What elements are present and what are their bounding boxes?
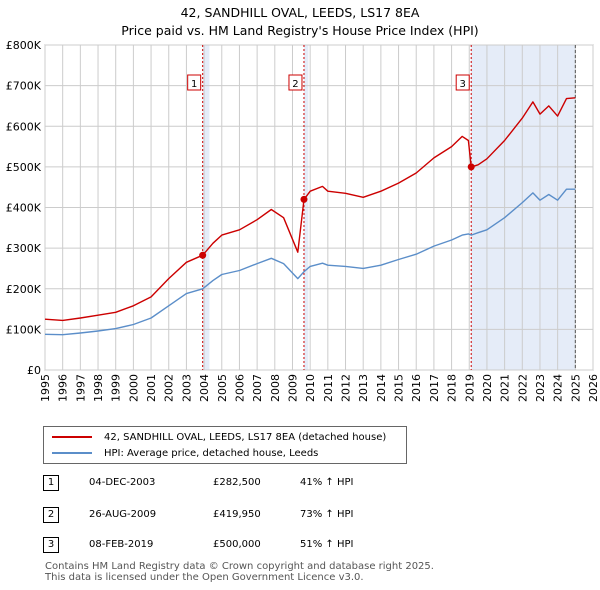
x-tick-label: 2017 xyxy=(428,374,441,402)
legend-item-property: 42, SANDHILL OVAL, LEEDS, LS17 8EA (deta… xyxy=(52,430,386,444)
transaction-date: 08-FEB-2019 xyxy=(89,539,154,550)
x-tick-label: 2004 xyxy=(198,374,211,402)
hpi-line xyxy=(44,188,576,336)
marker-label: 3 xyxy=(455,74,470,91)
legend-label-property: 42, SANDHILL OVAL, LEEDS, LS17 8EA (deta… xyxy=(104,431,387,443)
x-tick-label: 2011 xyxy=(322,374,335,402)
legend-label-hpi: HPI: Average price, detached house, Leed… xyxy=(104,447,319,459)
x-tick-label: 2008 xyxy=(269,374,282,402)
marker-number: 1 xyxy=(191,79,197,90)
y-tick-label: £100K xyxy=(6,323,42,336)
chart-title: 42, SANDHILL OVAL, LEEDS, LS17 8EA xyxy=(180,5,420,20)
x-tick-label: 2010 xyxy=(304,374,317,402)
transaction-number: 3 xyxy=(43,537,59,553)
sale-point xyxy=(467,163,475,171)
transaction-date: 04-DEC-2003 xyxy=(89,477,156,488)
transaction-price: £282,500 xyxy=(213,477,261,488)
footer-license: This data is licensed under the Open Gov… xyxy=(45,572,364,583)
x-tick-label: 2022 xyxy=(516,374,529,402)
y-tick-label: £0 xyxy=(27,364,41,377)
x-tick-label: 2023 xyxy=(534,374,547,402)
x-tick-label: 1995 xyxy=(39,374,52,402)
x-tick-label: 2013 xyxy=(357,374,370,402)
legend-swatch-hpi xyxy=(52,452,92,454)
x-tick-label: 1998 xyxy=(92,374,105,402)
y-tick-label: £700K xyxy=(6,80,42,93)
x-tick-label: 2015 xyxy=(393,374,406,402)
sale-point xyxy=(300,195,308,203)
x-tick-label: 1997 xyxy=(74,374,87,402)
x-tick-label: 2020 xyxy=(481,374,494,402)
x-tick-label: 2000 xyxy=(127,374,140,402)
y-tick-label: £300K xyxy=(6,242,42,255)
x-tick-label: 2012 xyxy=(340,374,353,402)
chart-subtitle: Price paid vs. HM Land Registry's House … xyxy=(121,23,479,38)
marker-label: 1 xyxy=(187,74,202,91)
sale-point xyxy=(199,251,207,259)
x-tick-label: 2002 xyxy=(163,374,176,402)
transaction-hpi: 51% ↑ HPI xyxy=(300,539,354,550)
x-tick-label: 2021 xyxy=(499,374,512,402)
x-tick-label: 1996 xyxy=(57,374,70,402)
x-tick-label: 2026 xyxy=(587,374,600,402)
marker-number: 3 xyxy=(460,79,466,90)
x-tick-label: 2019 xyxy=(463,374,476,402)
transaction-price: £500,000 xyxy=(213,539,261,550)
transaction-hpi: 73% ↑ HPI xyxy=(300,509,354,520)
y-tick-label: £200K xyxy=(6,283,42,296)
price-paid-line xyxy=(44,97,576,322)
transaction-date: 26-AUG-2009 xyxy=(89,509,157,520)
y-tick-label: £600K xyxy=(6,120,42,133)
y-tick-label: £800K xyxy=(6,39,42,52)
legend-item-hpi: HPI: Average price, detached house, Leed… xyxy=(52,446,318,460)
x-tick-label: 2007 xyxy=(251,374,264,402)
x-tick-label: 2006 xyxy=(233,374,246,402)
transaction-number: 1 xyxy=(43,475,59,491)
marker-box xyxy=(455,74,470,91)
marker-box xyxy=(288,74,303,91)
legend-swatch-property xyxy=(52,436,92,438)
x-tick-label: 2016 xyxy=(410,374,423,402)
marker-label: 2 xyxy=(288,74,303,91)
transaction-hpi: 41% ↑ HPI xyxy=(300,477,354,488)
x-tick-label: 2024 xyxy=(552,374,565,402)
x-tick-label: 1999 xyxy=(110,374,123,402)
y-tick-label: £500K xyxy=(6,161,42,174)
x-tick-label: 2009 xyxy=(286,374,299,402)
marker-box xyxy=(187,74,202,91)
x-tick-label: 2018 xyxy=(446,374,459,402)
footer: Contains HM Land Registry data © Crown c… xyxy=(45,561,434,583)
transaction-price: £419,950 xyxy=(213,509,261,520)
price-chart: 1 2 3 £0 £100K £200K £300K £400K £500K £600K £700K… xyxy=(6,39,600,402)
legend: 42, SANDHILL OVAL, LEEDS, LS17 8EA (deta… xyxy=(43,426,407,464)
y-tick-label: £400K xyxy=(6,202,42,215)
transaction-number: 2 xyxy=(43,507,59,523)
x-tick-label: 2003 xyxy=(180,374,193,402)
x-tick-label: 2005 xyxy=(216,374,229,402)
x-tick-label: 2014 xyxy=(375,374,388,402)
x-tick-label: 2001 xyxy=(145,374,158,402)
marker-number: 2 xyxy=(292,79,298,90)
footer-copyright: Contains HM Land Registry data © Crown c… xyxy=(45,561,434,572)
x-tick-label: 2025 xyxy=(569,374,582,402)
